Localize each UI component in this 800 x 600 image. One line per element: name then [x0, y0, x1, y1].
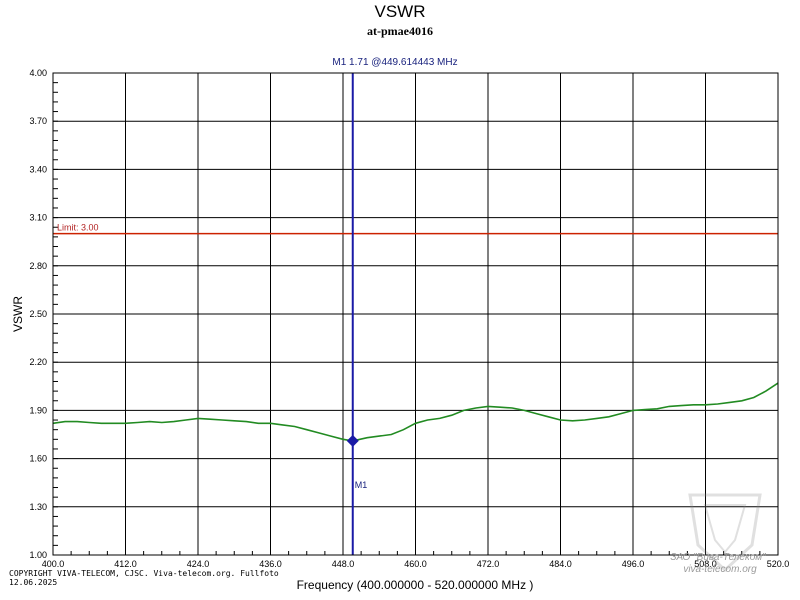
marker-readout: M1 1.71 @449.614443 MHz [332, 57, 457, 68]
chart-title: VSWR [375, 2, 426, 21]
marker-diamond[interactable] [346, 434, 359, 447]
copyright-line-1: COPYRIGHT VIVA-TELECOM, CJSC. Viva-telec… [9, 569, 279, 578]
limit-label: Limit: 3.00 [57, 223, 99, 233]
x-tick-label: 520.0 [767, 559, 790, 569]
y-tick-label: 3.40 [29, 164, 47, 174]
y-tick-label: 2.20 [29, 357, 47, 367]
y-tick-label: 1.00 [29, 550, 47, 560]
y-tick-label: 3.70 [29, 116, 47, 126]
y-axis-label: VSWR [11, 296, 25, 332]
x-axis-label: Frequency (400.000000 - 520.000000 MHz ) [297, 578, 534, 592]
y-tick-label: 1.90 [29, 405, 47, 415]
x-tick-label: 460.0 [404, 559, 427, 569]
x-tick-label: 424.0 [187, 559, 210, 569]
x-tick-label: 496.0 [622, 559, 645, 569]
y-tick-label: 2.50 [29, 309, 47, 319]
marker-label: M1 [355, 480, 368, 490]
x-tick-label: 400.0 [42, 559, 65, 569]
y-tick-label: 2.80 [29, 261, 47, 271]
x-tick-label: 472.0 [477, 559, 500, 569]
x-tick-label: 436.0 [259, 559, 282, 569]
watermark-site: viva-telecom.org [683, 564, 757, 575]
y-tick-label: 3.10 [29, 213, 47, 223]
grid [53, 73, 778, 555]
minor-ticks [52, 82, 761, 556]
vswr-series-line [52, 382, 779, 442]
watermark-logo [688, 493, 762, 573]
y-tick-labels: 1.00 1.30 1.60 1.90 2.20 2.50 2.80 3.10 3.40 3.70… [29, 68, 47, 560]
y-tick-label: 1.60 [29, 454, 47, 464]
x-tick-labels: 400.0 412.0 424.0 436.0 448.0 460.0 472.0 484.0… [42, 559, 790, 569]
x-tick-label: 412.0 [114, 559, 137, 569]
plot-frame [52, 72, 779, 556]
x-tick-label: 448.0 [332, 559, 355, 569]
chart-subtitle: at-pmae4016 [367, 24, 433, 38]
y-tick-label: 1.30 [29, 502, 47, 512]
x-tick-label: 508.0 [694, 559, 717, 569]
copyright-line-2: 12.06.2025 [9, 578, 57, 587]
watermark-company: ЗАО "Вива-Телеком" [670, 552, 766, 563]
y-tick-label: 4.00 [29, 68, 47, 78]
x-tick-label: 484.0 [549, 559, 572, 569]
